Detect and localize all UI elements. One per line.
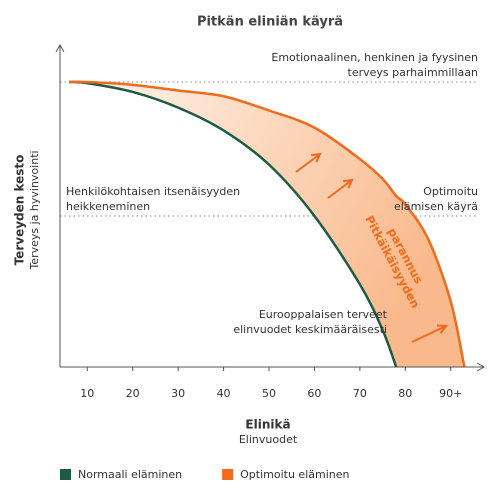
- x-tick-label: 70: [353, 387, 367, 400]
- x-tick-label: 10: [80, 387, 94, 400]
- annotation: Emotionaalinen, henkinen ja fyysinen: [271, 51, 478, 64]
- y-axis-subtitle: Terveys ja hyvinvointi: [28, 150, 41, 270]
- x-tick-label: 50: [262, 387, 276, 400]
- improvement-area: [69, 81, 465, 368]
- arrow-head: [436, 324, 448, 334]
- arrow: [295, 153, 321, 173]
- series-line: [69, 80, 398, 368]
- legend-swatch: [222, 469, 234, 480]
- x-axis-subtitle: Elinvuodet: [239, 433, 298, 446]
- annotation: Henkilökohtaisen itsenäisyyden: [66, 185, 240, 198]
- y-axis-arrow: [55, 43, 65, 53]
- x-tick-label: 60: [307, 387, 321, 400]
- x-tick-label: 30: [171, 387, 185, 400]
- x-tick-label: 40: [217, 387, 231, 400]
- annotation: terveys parhaimmillaan: [348, 66, 479, 79]
- x-tick-label: 20: [126, 387, 140, 400]
- annotation: Eurooppalaisen terveet: [259, 308, 388, 321]
- legend-label: Optimoitu eläminen: [240, 468, 349, 481]
- annotation: Optimoitu: [423, 185, 478, 198]
- chart-title: Pitkän eliniän käyrä: [197, 15, 343, 30]
- y-axis-title: Terveyden kesto: [13, 155, 27, 266]
- legend-swatch: [60, 469, 71, 480]
- arrow-head: [310, 152, 322, 163]
- arrow: [327, 179, 353, 199]
- x-tick-label: 90+: [439, 387, 462, 400]
- arrow-head: [342, 178, 354, 189]
- x-axis-title: Elinikä: [245, 418, 290, 432]
- annotation: heikkeneminen: [66, 200, 150, 213]
- series-line: [69, 80, 466, 368]
- annotation: elinvuodet keskimääräisesti: [233, 323, 387, 336]
- x-axis-arrow: [476, 362, 486, 372]
- annotation: elämisen käyrä: [394, 200, 478, 213]
- arrow: [411, 325, 447, 343]
- x-tick-label: 80: [398, 387, 412, 400]
- legend-label: Normaali eläminen: [78, 468, 182, 481]
